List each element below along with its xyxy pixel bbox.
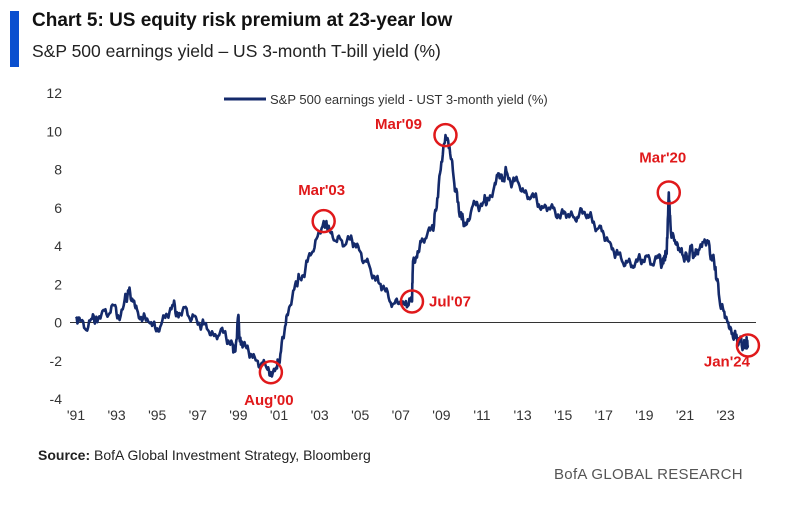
x-tick-label: '17: [595, 407, 613, 423]
x-tick-label: '91: [67, 407, 85, 423]
y-tick-label: -4: [50, 391, 63, 407]
annotation-circle: [258, 359, 284, 385]
annotation-circle: [311, 208, 336, 234]
chart-subtitle: S&P 500 earnings yield – US 3-month T-bi…: [32, 41, 441, 61]
y-tick-label: 0: [54, 315, 62, 331]
y-tick-label: 12: [46, 85, 62, 101]
annotation-circle: [735, 333, 761, 358]
series-line: [74, 133, 750, 378]
annotation-label: Jul'07: [429, 293, 471, 310]
x-tick-label: '93: [107, 407, 125, 423]
source-note: Source: BofA Global Investment Strategy,…: [38, 447, 371, 463]
annotation-label: Mar'03: [298, 182, 345, 199]
brand-label: BofA GLOBAL RESEARCH: [554, 466, 743, 483]
x-tick-label: '13: [513, 407, 531, 423]
x-tick-label: '07: [392, 407, 410, 423]
x-tick-label: '21: [676, 407, 694, 423]
source-text: BofA Global Investment Strategy, Bloombe…: [90, 447, 371, 463]
y-tick-label: 4: [54, 238, 62, 254]
x-tick-label: '03: [310, 407, 328, 423]
annotation-circle: [656, 180, 682, 205]
x-tick-label: '05: [351, 407, 369, 423]
y-tick-label: 6: [54, 200, 62, 216]
accent-bar: [10, 11, 19, 67]
legend-label: S&P 500 earnings yield - UST 3-month yie…: [270, 92, 548, 107]
annotation-circle: [433, 122, 458, 148]
annotation-label: Mar'09: [375, 116, 422, 133]
x-tick-label: '19: [635, 407, 653, 423]
x-tick-label: '99: [229, 407, 247, 423]
annotation-label: Mar'20: [639, 149, 686, 166]
x-tick-label: '11: [473, 407, 490, 423]
y-tick-label: 10: [46, 123, 62, 139]
y-tick-label: -2: [50, 353, 63, 369]
y-tick-label: 2: [54, 276, 62, 292]
y-tick-label: 8: [54, 162, 62, 178]
x-tick-label: '01: [270, 407, 288, 423]
chart-title: Chart 5: US equity risk premium at 23-ye…: [32, 10, 453, 31]
source-label: Source:: [38, 447, 91, 463]
annotation-label: Aug'00: [244, 392, 293, 409]
x-tick-label: '09: [432, 407, 450, 423]
x-tick-label: '97: [189, 407, 207, 423]
x-tick-label: '23: [716, 407, 734, 423]
annotation-label: Jan'24: [704, 353, 751, 370]
x-tick-label: '15: [554, 407, 572, 423]
annotation-circle: [399, 289, 425, 314]
x-tick-label: '95: [148, 407, 166, 423]
